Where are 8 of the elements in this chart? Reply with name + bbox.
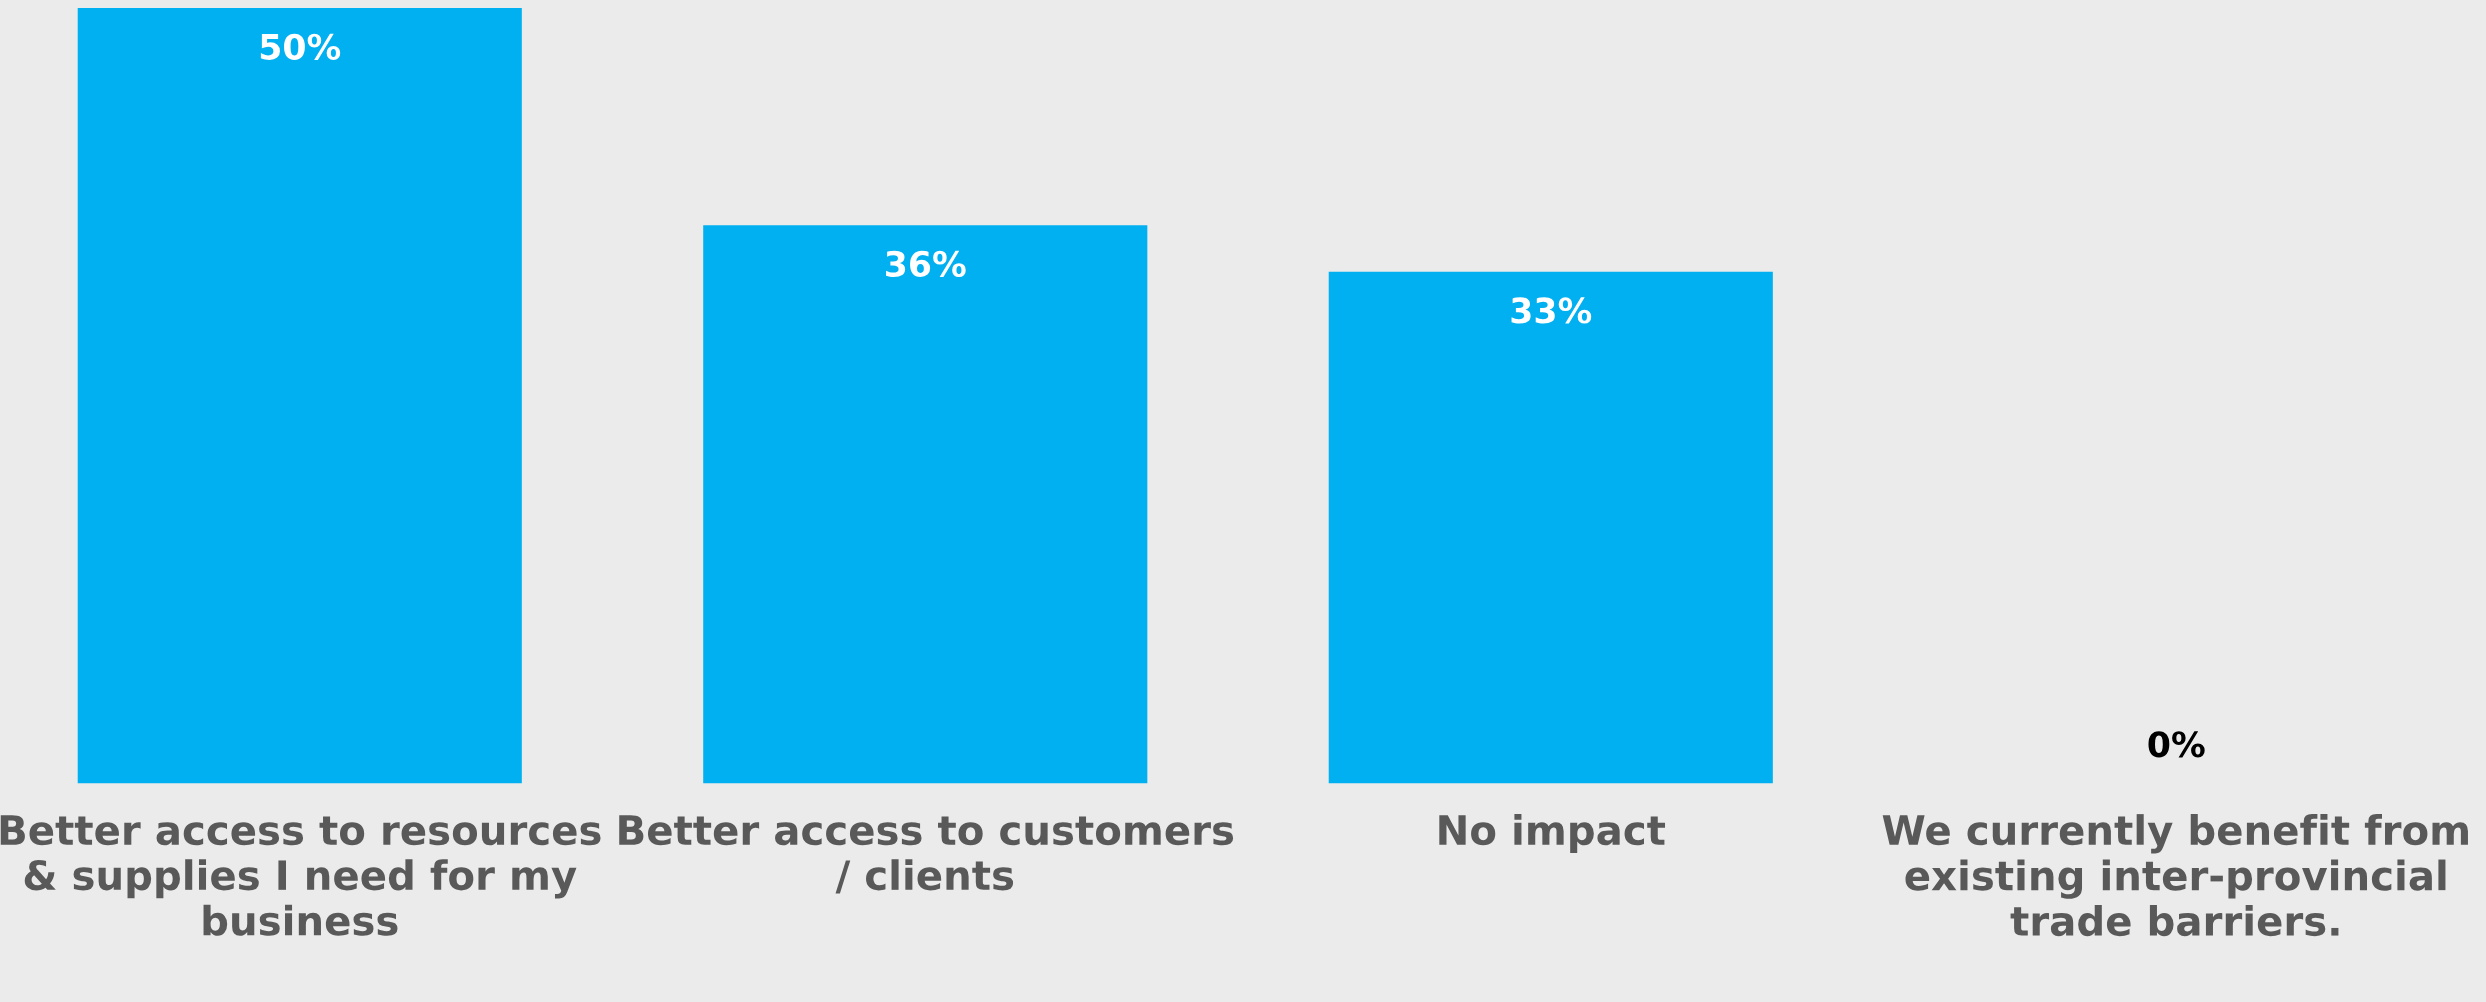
x-tick-label: We currently benefit from existing inter-provincial trade barriers. <box>1882 814 2468 937</box>
x-tick-label: Better access to customers / clients <box>619 815 1234 894</box>
data-label: 36% <box>886 250 966 278</box>
x-tick-label: No impact <box>1439 814 1666 854</box>
data-label: 50% <box>260 33 341 60</box>
data-label: 0% <box>2148 731 2205 758</box>
data-label: 33% <box>1511 297 1592 324</box>
x-tick-label: Better access to resources & supplies I need for my business <box>0 815 601 936</box>
